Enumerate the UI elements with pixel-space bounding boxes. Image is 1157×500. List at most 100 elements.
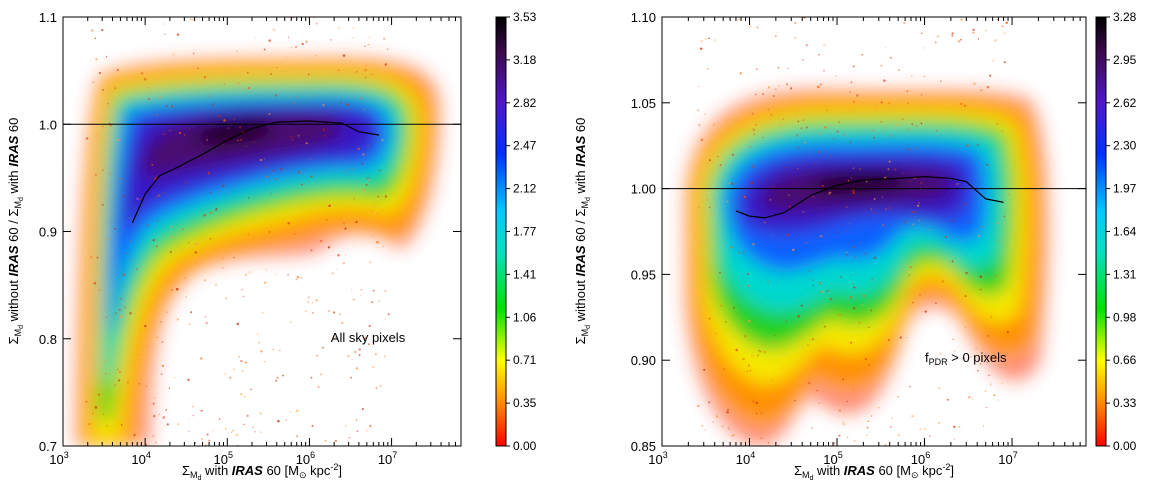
right-outlier-pixel <box>852 65 855 68</box>
left-outlier-pixel <box>364 227 367 230</box>
left-outlier-pixel <box>372 366 375 368</box>
left-outlier-pixel <box>298 171 301 174</box>
right-outlier-pixel <box>723 368 726 371</box>
right-outlier-pixel <box>919 428 922 431</box>
right-outlier-pixel <box>842 421 845 424</box>
right-outlier-pixel <box>797 120 800 123</box>
right-annotation: fPDR > 0 pixels <box>925 350 1007 367</box>
left-outlier-pixel <box>120 177 123 180</box>
right-outlier-pixel <box>846 436 849 439</box>
left-outlier-pixel <box>101 29 104 32</box>
right-outlier-pixel <box>781 367 783 369</box>
right-outlier-pixel <box>847 179 850 182</box>
right-outlier-pixel <box>790 161 792 164</box>
left-outlier-pixel <box>359 294 362 297</box>
left-outlier-pixel <box>379 385 382 387</box>
right-outlier-pixel <box>760 411 763 415</box>
left-outlier-pixel <box>108 173 111 175</box>
right-outlier-pixel <box>698 85 700 88</box>
left-outlier-pixel <box>97 289 100 292</box>
left-outlier-pixel <box>184 277 186 279</box>
right-outlier-pixel <box>715 415 719 418</box>
left-outlier-pixel <box>351 358 353 361</box>
left-outlier-pixel <box>153 396 157 400</box>
right-outlier-pixel <box>866 434 868 436</box>
left-outlier-pixel <box>258 341 261 344</box>
left-outlier-pixel <box>105 372 107 375</box>
left-outlier-pixel <box>122 195 125 198</box>
right-outlier-pixel <box>939 353 941 355</box>
right-outlier-pixel <box>700 138 704 141</box>
right-outlier-pixel <box>950 219 954 223</box>
left-outlier-pixel <box>138 382 141 385</box>
right-outlier-pixel <box>770 114 773 116</box>
right-outlier-pixel <box>730 246 733 249</box>
right-outlier-pixel <box>755 412 758 415</box>
left-outlier-pixel <box>355 419 358 421</box>
right-outlier-pixel <box>738 251 741 254</box>
left-outlier-pixel <box>133 433 136 437</box>
right-colorbar-tick-label: 1.31 <box>1113 267 1137 281</box>
left-outlier-pixel <box>162 416 165 419</box>
right-outlier-pixel <box>906 336 908 339</box>
left-outlier-pixel <box>311 301 314 304</box>
right-outlier-pixel <box>756 26 759 29</box>
left-outlier-pixel <box>201 437 204 440</box>
left-outlier-pixel <box>200 409 203 412</box>
left-outlier-pixel <box>151 163 154 166</box>
right-outlier-pixel <box>787 67 789 70</box>
left-outlier-pixel <box>153 414 156 418</box>
left-outlier-pixel <box>199 82 202 85</box>
left-outlier-pixel <box>365 429 368 432</box>
right-outlier-pixel <box>821 184 824 188</box>
left-outlier-pixel <box>147 98 151 101</box>
left-outlier-pixel <box>221 257 225 260</box>
left-colorbar-tick-label: 1.06 <box>513 310 537 324</box>
right-outlier-pixel <box>929 435 931 437</box>
right-outlier-pixel <box>920 121 922 124</box>
right-outlier-pixel <box>842 423 845 426</box>
left-outlier-pixel <box>310 175 313 178</box>
right-outlier-pixel <box>846 230 849 232</box>
right-outlier-pixel <box>850 81 853 84</box>
right-outlier-pixel <box>899 336 902 339</box>
left-outlier-pixel <box>374 353 377 356</box>
right-outlier-pixel <box>712 376 715 380</box>
left-outlier-pixel <box>232 368 235 371</box>
right-outlier-pixel <box>966 145 969 148</box>
left-outlier-pixel <box>243 395 246 398</box>
right-outlier-pixel <box>873 256 877 260</box>
left-outlier-pixel <box>97 393 101 396</box>
right-x-tick-label: 103 <box>648 450 667 467</box>
left-outlier-pixel <box>129 240 132 242</box>
right-outlier-pixel <box>852 167 855 169</box>
right-outlier-pixel <box>785 320 788 323</box>
right-outlier-pixel <box>963 104 967 107</box>
left-outlier-pixel <box>356 367 358 370</box>
left-outlier-pixel <box>322 128 326 132</box>
left-outlier-pixel <box>367 144 370 147</box>
left-colorbar-tick-label: 0.00 <box>513 439 537 453</box>
left-outlier-pixel <box>291 138 294 141</box>
left-outlier-pixel <box>265 269 268 271</box>
right-outlier-pixel <box>939 80 942 82</box>
right-outlier-pixel <box>852 191 855 194</box>
left-outlier-pixel <box>364 45 366 48</box>
right-outlier-pixel <box>830 358 834 361</box>
left-outlier-pixel <box>119 308 121 311</box>
right-outlier-pixel <box>938 421 940 424</box>
left-outlier-pixel <box>190 311 193 314</box>
right-outlier-pixel <box>903 21 906 25</box>
right-colorbar-tick-label: 2.62 <box>1113 96 1137 110</box>
right-outlier-pixel <box>858 167 862 171</box>
left-outlier-pixel <box>157 220 159 222</box>
left-outlier-pixel <box>223 119 226 122</box>
right-colorbar-tick-label: 2.95 <box>1113 53 1137 67</box>
right-outlier-pixel <box>988 374 990 377</box>
left-outlier-pixel <box>252 426 254 429</box>
right-outlier-pixel <box>951 260 954 263</box>
left-outlier-pixel <box>317 385 320 389</box>
left-outlier-pixel <box>290 47 292 49</box>
right-outlier-pixel <box>829 297 833 301</box>
left-outlier-pixel <box>280 168 283 171</box>
